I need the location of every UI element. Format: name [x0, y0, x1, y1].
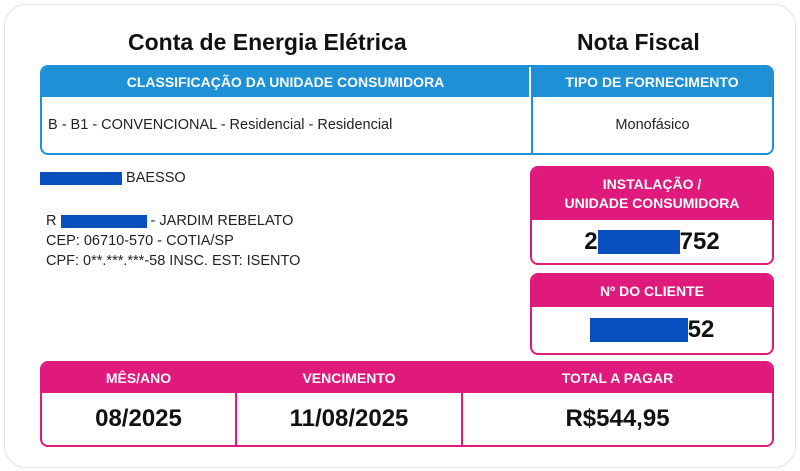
installation-number: 2 752 [584, 227, 720, 255]
client-number: 52 [532, 307, 772, 353]
redacted-block [40, 171, 122, 185]
classification-box: CLASSIFICAÇÃO DA UNIDADE CONSUMIDORA TIP… [40, 65, 774, 155]
cep: CEP: 06710-570 - COTIA/SP [46, 233, 234, 249]
total-header: TOTAL A PAGAR [561, 370, 674, 386]
client-number-header: Nº DO CLIENTE [532, 275, 772, 307]
due-date-value: 11/08/2025 [289, 405, 409, 432]
redacted-block [60, 214, 147, 228]
total-value: R$544,95 [565, 405, 670, 432]
classification-header: CLASSIFICAÇÃO DA UNIDADE CONSUMIDORA [42, 67, 529, 97]
customer-name: BAESSO [40, 170, 186, 186]
bill-title: Conta de Energia Elétrica [128, 29, 407, 55]
installation-header: INSTALAÇÃO / UNIDADE CONSUMIDORA [532, 168, 772, 220]
installation-box: INSTALAÇÃO / UNIDADE CONSUMIDORA 2 752 [530, 166, 774, 265]
summary-box: MÊS/ANO VENCIMENTO TOTAL A PAGAR 08/2025… [40, 361, 774, 447]
redacted-block [589, 318, 688, 342]
address-prefix: R [46, 213, 57, 229]
supply-type-value: Monofásico [615, 117, 690, 133]
redacted-block [597, 229, 680, 254]
classification-value: B - B1 - CONVENCIONAL - Residencial - Re… [48, 117, 393, 133]
divider [235, 363, 237, 445]
month-value: 08/2025 [95, 405, 182, 432]
divider [461, 363, 463, 445]
divider [531, 67, 533, 153]
customer-address: R - JARDIM REBELATO CEP: 06710-570 - COT… [46, 211, 300, 271]
supply-type-header: TIPO DE FORNECIMENTO [532, 67, 772, 97]
month-header: MÊS/ANO [105, 370, 172, 386]
name-suffix: BAESSO [126, 170, 186, 186]
nota-fiscal-title: Nota Fiscal [577, 29, 700, 55]
cpf: CPF: 0**.***.***-58 INSC. EST: ISENTO [46, 253, 301, 269]
client-number-box: Nº DO CLIENTE 52 [530, 273, 774, 355]
address-suffix: - JARDIM REBELATO [150, 213, 294, 229]
due-date-header: VENCIMENTO [302, 370, 396, 386]
